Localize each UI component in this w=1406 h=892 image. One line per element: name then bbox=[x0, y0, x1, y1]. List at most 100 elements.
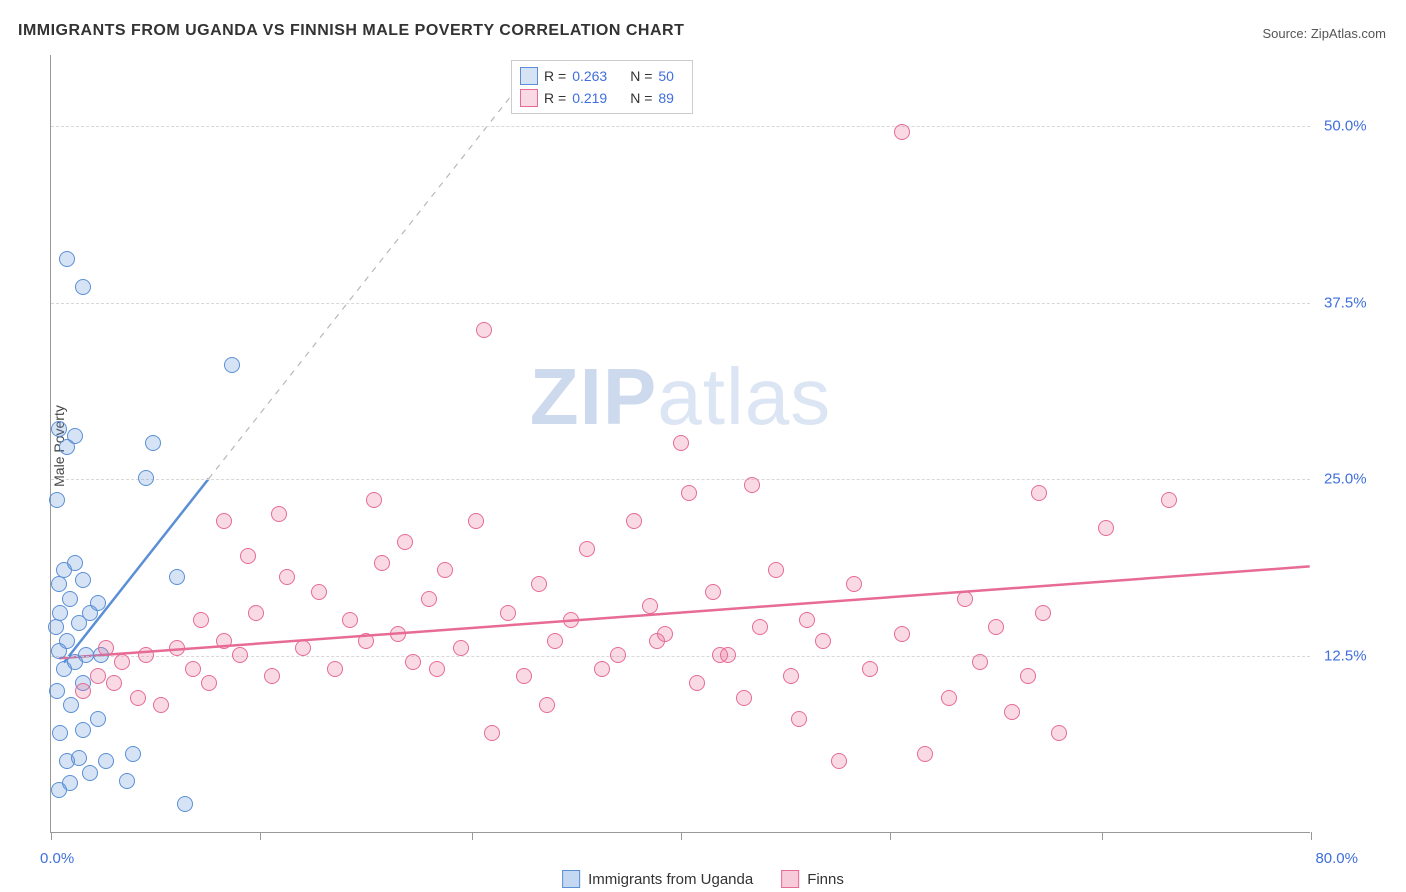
legend-swatch bbox=[520, 67, 538, 85]
scatter-point bbox=[429, 661, 445, 677]
scatter-point bbox=[240, 548, 256, 564]
scatter-point bbox=[327, 661, 343, 677]
watermark: ZIPatlas bbox=[530, 351, 831, 443]
scatter-point bbox=[201, 675, 217, 691]
scatter-point bbox=[799, 612, 815, 628]
x-axis-max-label: 80.0% bbox=[1315, 850, 1358, 867]
scatter-point bbox=[169, 569, 185, 585]
scatter-point bbox=[311, 584, 327, 600]
r-label: R = bbox=[544, 87, 566, 109]
scatter-point bbox=[626, 513, 642, 529]
scatter-point bbox=[594, 661, 610, 677]
scatter-point bbox=[815, 633, 831, 649]
scatter-point bbox=[1035, 605, 1051, 621]
scatter-point bbox=[90, 711, 106, 727]
scatter-point bbox=[894, 124, 910, 140]
scatter-point bbox=[62, 591, 78, 607]
scatter-point bbox=[421, 591, 437, 607]
scatter-point bbox=[941, 690, 957, 706]
scatter-point bbox=[114, 654, 130, 670]
x-tick bbox=[681, 832, 682, 840]
scatter-point bbox=[138, 470, 154, 486]
scatter-point bbox=[177, 796, 193, 812]
r-value: 0.219 bbox=[572, 87, 624, 109]
y-tick-label: 12.5% bbox=[1324, 648, 1367, 665]
scatter-point bbox=[649, 633, 665, 649]
scatter-point bbox=[642, 598, 658, 614]
scatter-point bbox=[216, 633, 232, 649]
trend-line bbox=[59, 566, 1310, 658]
source-value: ZipAtlas.com bbox=[1311, 26, 1386, 41]
scatter-point bbox=[736, 690, 752, 706]
legend-swatch bbox=[562, 870, 580, 888]
trend-line bbox=[64, 479, 209, 663]
scatter-point bbox=[453, 640, 469, 656]
scatter-point bbox=[862, 661, 878, 677]
scatter-point bbox=[138, 647, 154, 663]
scatter-point bbox=[153, 697, 169, 713]
scatter-point bbox=[264, 668, 280, 684]
scatter-point bbox=[539, 697, 555, 713]
scatter-point bbox=[484, 725, 500, 741]
scatter-point bbox=[130, 690, 146, 706]
gridline bbox=[51, 479, 1310, 480]
scatter-point bbox=[90, 595, 106, 611]
scatter-point bbox=[846, 576, 862, 592]
scatter-point bbox=[894, 626, 910, 642]
scatter-point bbox=[145, 435, 161, 451]
scatter-point bbox=[437, 562, 453, 578]
scatter-point bbox=[248, 605, 264, 621]
scatter-point bbox=[516, 668, 532, 684]
r-label: R = bbox=[544, 65, 566, 87]
scatter-point bbox=[63, 697, 79, 713]
scatter-point bbox=[917, 746, 933, 762]
legend-swatch bbox=[520, 89, 538, 107]
scatter-point bbox=[1031, 485, 1047, 501]
correlation-legend-row: R =0.263N =50 bbox=[520, 65, 684, 87]
scatter-point bbox=[791, 711, 807, 727]
x-axis-origin-label: 0.0% bbox=[40, 850, 74, 867]
n-label: N = bbox=[630, 65, 652, 87]
watermark-light: atlas bbox=[657, 352, 831, 441]
scatter-point bbox=[59, 251, 75, 267]
scatter-point bbox=[397, 534, 413, 550]
scatter-point bbox=[744, 477, 760, 493]
watermark-bold: ZIP bbox=[530, 352, 657, 441]
n-label: N = bbox=[630, 87, 652, 109]
series-legend-item: Immigrants from Uganda bbox=[562, 870, 753, 888]
source-attribution: Source: ZipAtlas.com bbox=[1262, 26, 1386, 41]
scatter-point bbox=[51, 576, 67, 592]
scatter-point bbox=[279, 569, 295, 585]
scatter-point bbox=[49, 492, 65, 508]
scatter-point bbox=[705, 584, 721, 600]
scatter-point bbox=[358, 633, 374, 649]
scatter-point bbox=[98, 753, 114, 769]
x-tick bbox=[1311, 832, 1312, 840]
correlation-legend-row: R = 0.219 N = 89 bbox=[520, 87, 684, 109]
scatter-point bbox=[75, 683, 91, 699]
gridline bbox=[51, 126, 1310, 127]
scatter-point bbox=[75, 279, 91, 295]
scatter-point bbox=[169, 640, 185, 656]
scatter-point bbox=[52, 605, 68, 621]
y-tick-label: 50.0% bbox=[1324, 117, 1367, 134]
scatter-point bbox=[62, 775, 78, 791]
scatter-point bbox=[752, 619, 768, 635]
n-value: 89 bbox=[658, 87, 684, 109]
scatter-point bbox=[49, 683, 65, 699]
scatter-point bbox=[468, 513, 484, 529]
scatter-point bbox=[52, 725, 68, 741]
x-tick bbox=[51, 832, 52, 840]
scatter-point bbox=[224, 357, 240, 373]
scatter-point bbox=[689, 675, 705, 691]
scatter-point bbox=[957, 591, 973, 607]
scatter-point bbox=[98, 640, 114, 656]
scatter-point bbox=[78, 647, 94, 663]
scatter-point bbox=[988, 619, 1004, 635]
scatter-point bbox=[51, 421, 67, 437]
n-value: 50 bbox=[658, 65, 684, 87]
scatter-point bbox=[610, 647, 626, 663]
scatter-point bbox=[67, 555, 83, 571]
trend-line-extrapolation bbox=[209, 61, 539, 479]
scatter-point bbox=[193, 612, 209, 628]
